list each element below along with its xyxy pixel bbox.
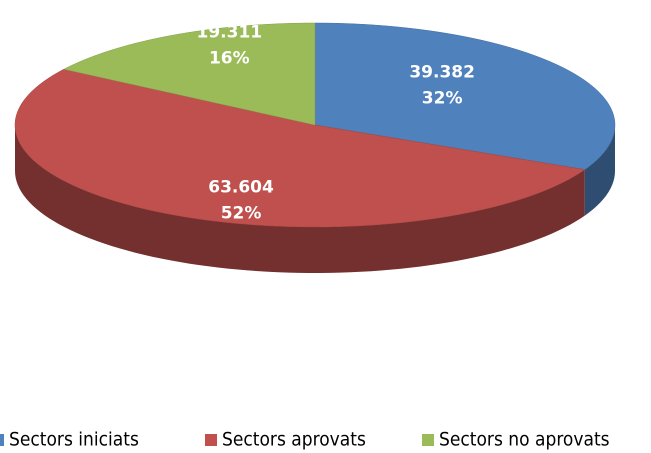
legend-label: Sectors no aprovats [439,429,610,451]
legend-swatch [422,434,434,446]
legend-swatch [205,434,217,446]
slice [63,22,316,126]
legend-swatch [0,434,4,446]
value-label: 63.604 [208,178,274,198]
slice [14,68,586,228]
percent-label: 32% [422,88,463,108]
legend-label: Sectors iniciats [9,429,139,451]
percent-label: 52% [221,204,262,224]
slice-side [15,125,585,273]
value-label: 39.382 [409,62,475,82]
slice-side [584,125,615,216]
legend-label: Sectors aprovats [222,429,366,451]
value-label: 19.311 [197,22,263,42]
slice [314,22,616,170]
percent-label: 16% [209,48,250,68]
